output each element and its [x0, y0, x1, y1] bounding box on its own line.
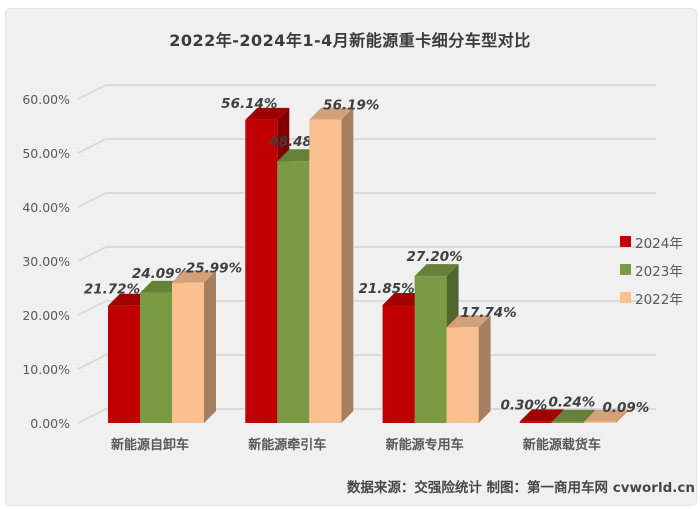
y-axis-tick-label: 30.00%: [22, 254, 70, 269]
bar-2024年-新能源牵引车: [245, 119, 278, 424]
legend-label-2022: 2022年: [635, 291, 683, 308]
value-label-2023年-新能源自卸车: 24.09%: [132, 266, 188, 282]
value-label-2022年-新能源自卸车: 25.99%: [186, 261, 242, 277]
legend-swatch-2022: [620, 292, 631, 303]
y-axis-tick-label: 0.00%: [30, 416, 70, 431]
category-label-新能源专用车: 新能源专用车: [386, 437, 464, 453]
bar-top-2023年-新能源载货车: [551, 409, 596, 422]
bar-2022年-新能源牵引车: [309, 119, 342, 423]
bar-2024年-新能源自卸车: [108, 305, 140, 423]
category-label-新能源载货车: 新能源载货车: [523, 437, 601, 453]
category-label-新能源自卸车: 新能源自卸车: [111, 437, 189, 453]
legend-item-2023: 2023年: [620, 260, 683, 280]
chart-title: 2022年-2024年1-4月新能源重卡细分车型对比: [169, 31, 531, 50]
bar-2024年-新能源专用车: [382, 305, 415, 423]
bar-top-2023年-新能源专用车: [414, 264, 459, 277]
bar-top-2024年-新能源牵引车: [245, 107, 290, 120]
category-label-新能源牵引车: 新能源牵引车: [248, 437, 326, 453]
gridline-depth-connector: [77, 192, 107, 208]
bar-side-2022年-新能源载货车: [615, 409, 628, 423]
bar-side-2022年-新能源专用车: [478, 315, 491, 423]
value-label-2022年-新能源牵引车: 56.19%: [323, 98, 379, 114]
bar-top-2022年-新能源载货车: [583, 409, 628, 422]
bar-2023年-新能源专用车: [414, 276, 447, 423]
chart-legend: 2024年 2023年 2022年: [620, 232, 683, 308]
bar-2024年-新能源载货车: [519, 421, 552, 423]
gridline-depth-connector: [77, 408, 107, 424]
legend-swatch-2023: [620, 264, 631, 275]
legend-swatch-2024: [620, 236, 631, 247]
bar-top-2022年-新能源自卸车: [172, 270, 216, 283]
y-axis-tick-label: 60.00%: [22, 92, 70, 107]
gridline-depth-connector: [77, 84, 107, 100]
value-label-2024年-新能源自卸车: 21.72%: [84, 282, 140, 298]
legend-item-2024: 2024年: [620, 232, 683, 252]
gridline-depth-connector: [77, 246, 107, 262]
gridline-depth-connector: [77, 138, 107, 154]
legend-label-2023: 2023年: [635, 263, 683, 280]
data-source-note: 数据来源：交强险统计 制图：第一商用车网 cvworld.cn: [346, 480, 695, 496]
bar-side-2022年-新能源牵引车: [341, 107, 354, 423]
legend-label-2024: 2024年: [635, 235, 683, 252]
bar-top-2022年-新能源牵引车: [309, 107, 354, 120]
y-axis-tick-label: 40.00%: [22, 200, 70, 215]
value-label-2022年-新能源专用车: 17.74%: [460, 305, 516, 321]
bar-top-2024年-新能源载货车: [519, 409, 564, 422]
bar-2022年-新能源载货车: [583, 421, 616, 423]
value-label-2024年-新能源牵引车: 56.14%: [221, 96, 277, 112]
value-label-2023年-新能源专用车: 27.20%: [406, 249, 462, 265]
legend-item-2022: 2022年: [620, 288, 683, 308]
gridline-depth-connector: [77, 354, 107, 370]
gridline-depth-connector: [77, 300, 107, 316]
bar-side-2022年-新能源自卸车: [204, 270, 216, 423]
bar-2023年-新能源牵引车: [277, 161, 310, 423]
bar-2022年-新能源专用车: [446, 327, 479, 423]
value-label-2023年-新能源载货车: 0.24%: [548, 395, 595, 411]
bar-top-2022年-新能源专用车: [446, 315, 491, 328]
y-axis-tick-label: 10.00%: [22, 362, 70, 377]
bar-2023年-新能源载货车: [551, 421, 584, 423]
bar-2023年-新能源自卸车: [140, 292, 172, 423]
value-label-2022年-新能源载货车: 0.09%: [602, 400, 649, 416]
y-axis-tick-label: 50.00%: [22, 146, 70, 161]
bar-2022年-新能源自卸车: [172, 282, 204, 423]
y-axis-tick-label: 20.00%: [22, 308, 70, 323]
value-label-2024年-新能源专用车: 21.85%: [358, 281, 414, 297]
value-label-2024年-新能源载货车: 0.30%: [500, 397, 547, 413]
